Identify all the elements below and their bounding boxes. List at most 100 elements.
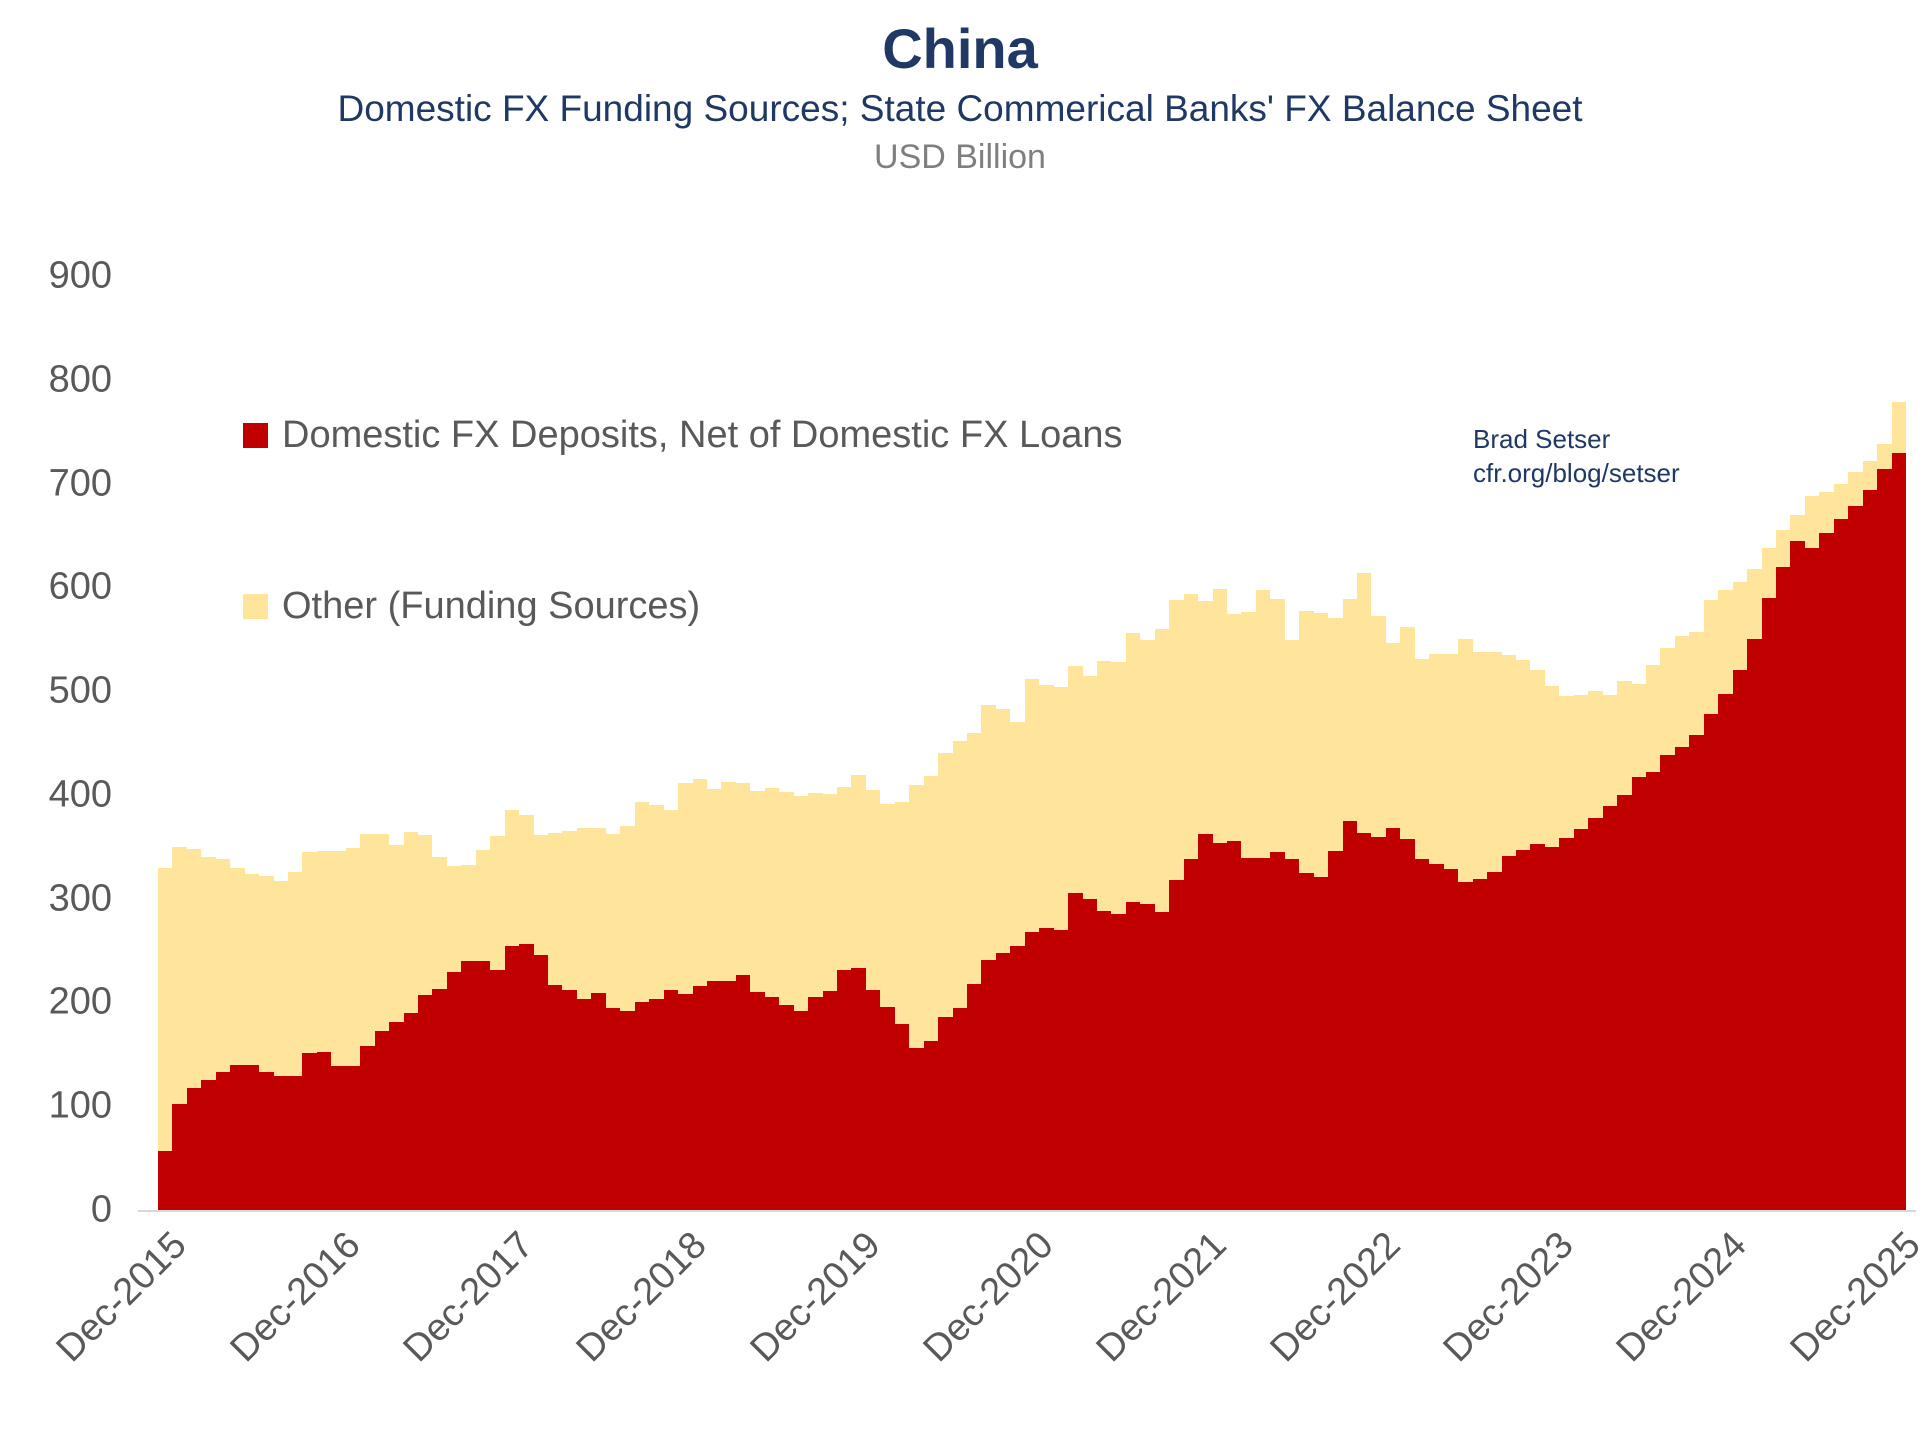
- bar-month-14: [360, 834, 375, 1210]
- bar-segment-other: [1502, 654, 1516, 857]
- bar-segment-net-deposits: [1256, 858, 1270, 1210]
- bar-segment-other: [707, 788, 721, 981]
- bar-segment-net-deposits: [765, 997, 779, 1210]
- bar-segment-other: [1314, 613, 1328, 877]
- bar-segment-other: [577, 828, 591, 1000]
- bar-month-117: [1848, 472, 1863, 1210]
- bar-segment-other: [678, 783, 693, 995]
- bar-segment-other: [1039, 684, 1054, 928]
- bar-month-27: [548, 833, 562, 1210]
- bar-segment-net-deposits: [1617, 794, 1632, 1210]
- bar-segment-other: [649, 805, 664, 1000]
- bar-month-69: [1155, 628, 1169, 1210]
- bar-month-85: [1386, 643, 1400, 1210]
- bar-month-15: [375, 834, 389, 1210]
- bar-month-32: [620, 826, 635, 1210]
- bar-segment-net-deposits: [953, 1007, 967, 1210]
- bar-segment-other: [1270, 598, 1285, 852]
- bar-month-96: [1545, 685, 1559, 1210]
- bar-segment-other: [808, 792, 823, 998]
- bar-segment-net-deposits: [346, 1065, 360, 1210]
- bar-segment-net-deposits: [1863, 489, 1877, 1210]
- bar-segment-other: [519, 814, 534, 945]
- bar-segment-other: [447, 866, 461, 973]
- bar-segment-net-deposits: [1805, 547, 1819, 1210]
- bar-segment-net-deposits: [230, 1064, 245, 1210]
- bar-segment-net-deposits: [823, 991, 837, 1210]
- bar-segment-other: [779, 791, 794, 1005]
- bar-month-57: [981, 704, 996, 1210]
- bar-month-95: [1530, 670, 1545, 1210]
- y-tick-label-700: 700: [48, 462, 112, 505]
- chart-subtitle: Domestic FX Funding Sources; State Comme…: [337, 88, 1583, 129]
- bar-month-1: [172, 846, 187, 1210]
- bar-segment-other: [1169, 599, 1184, 880]
- bar-segment-net-deposits: [1733, 670, 1747, 1210]
- bar-month-39: [721, 782, 736, 1210]
- bar-month-63: [1068, 666, 1083, 1210]
- bar-segment-other: [851, 775, 866, 969]
- bar-segment-other: [302, 851, 317, 1054]
- bar-month-44: [794, 795, 808, 1210]
- bar-segment-net-deposits: [317, 1052, 331, 1210]
- bar-segment-other: [331, 850, 346, 1066]
- bar-month-108: [1718, 590, 1733, 1210]
- bar-month-99: [1588, 691, 1603, 1210]
- bar-segment-net-deposits: [1892, 453, 1906, 1210]
- bar-segment-other: [1530, 670, 1545, 844]
- bar-month-40: [736, 783, 750, 1210]
- bar-segment-net-deposits: [1502, 856, 1516, 1210]
- bar-segment-other: [866, 789, 880, 990]
- bar-month-65: [1097, 661, 1111, 1210]
- y-tick-label-0: 0: [90, 1188, 112, 1231]
- bar-month-115: [1819, 491, 1834, 1210]
- bar-segment-net-deposits: [1776, 566, 1790, 1210]
- bar-month-84: [1371, 616, 1386, 1210]
- bar-segment-other: [1068, 666, 1083, 894]
- bar-month-112: [1776, 530, 1790, 1210]
- bar-segment-net-deposits: [635, 1002, 649, 1210]
- bar-month-70: [1169, 599, 1184, 1210]
- bar-segment-other: [187, 848, 201, 1088]
- bar-month-3: [201, 857, 216, 1210]
- attribution: Brad Setser cfr.org/blog/setser: [1473, 422, 1680, 490]
- bar-segment-other: [432, 857, 447, 989]
- bar-segment-other: [1718, 590, 1733, 695]
- y-tick-label-600: 600: [48, 565, 112, 608]
- bar-segment-net-deposits: [1328, 850, 1343, 1210]
- bar-segment-net-deposits: [1169, 879, 1184, 1210]
- bar-month-74: [1227, 614, 1241, 1210]
- bar-segment-other: [1198, 600, 1213, 835]
- bar-segment-net-deposits: [432, 988, 447, 1210]
- bar-segment-other: [1429, 653, 1444, 865]
- y-tick-label-100: 100: [48, 1084, 112, 1127]
- bar-segment-net-deposits: [1111, 914, 1126, 1210]
- bar-segment-net-deposits: [1010, 946, 1025, 1210]
- bar-segment-other: [750, 790, 765, 993]
- bar-segment-net-deposits: [1285, 859, 1299, 1210]
- bar-month-58: [996, 708, 1010, 1210]
- bar-month-31: [606, 834, 620, 1210]
- bar-segment-net-deposits: [707, 980, 721, 1210]
- bar-segment-net-deposits: [158, 1150, 172, 1210]
- bar-segment-net-deposits: [1574, 829, 1588, 1210]
- y-tick-label-400: 400: [48, 773, 112, 816]
- bar-month-98: [1574, 695, 1588, 1210]
- bar-month-37: [693, 779, 707, 1210]
- page-title: China: [882, 17, 1038, 80]
- bar-segment-net-deposits: [664, 989, 678, 1210]
- bar-segment-net-deposits: [1241, 858, 1256, 1210]
- bar-month-17: [404, 832, 418, 1210]
- bar-segment-other: [794, 795, 808, 1011]
- bar-segment-net-deposits: [389, 1022, 404, 1210]
- legend-item-net-deposits: Domestic FX Deposits, Net of Domestic FX…: [243, 414, 1123, 457]
- bar-month-10: [302, 851, 317, 1210]
- bar-segment-other: [346, 847, 360, 1066]
- bar-month-87: [1415, 658, 1429, 1210]
- bar-segment-other: [1516, 659, 1530, 850]
- bar-segment-net-deposits: [331, 1065, 346, 1210]
- bar-month-97: [1559, 696, 1574, 1210]
- bar-segment-net-deposits: [1559, 838, 1574, 1210]
- bar-segment-net-deposits: [620, 1010, 635, 1210]
- bar-segment-net-deposits: [201, 1080, 216, 1210]
